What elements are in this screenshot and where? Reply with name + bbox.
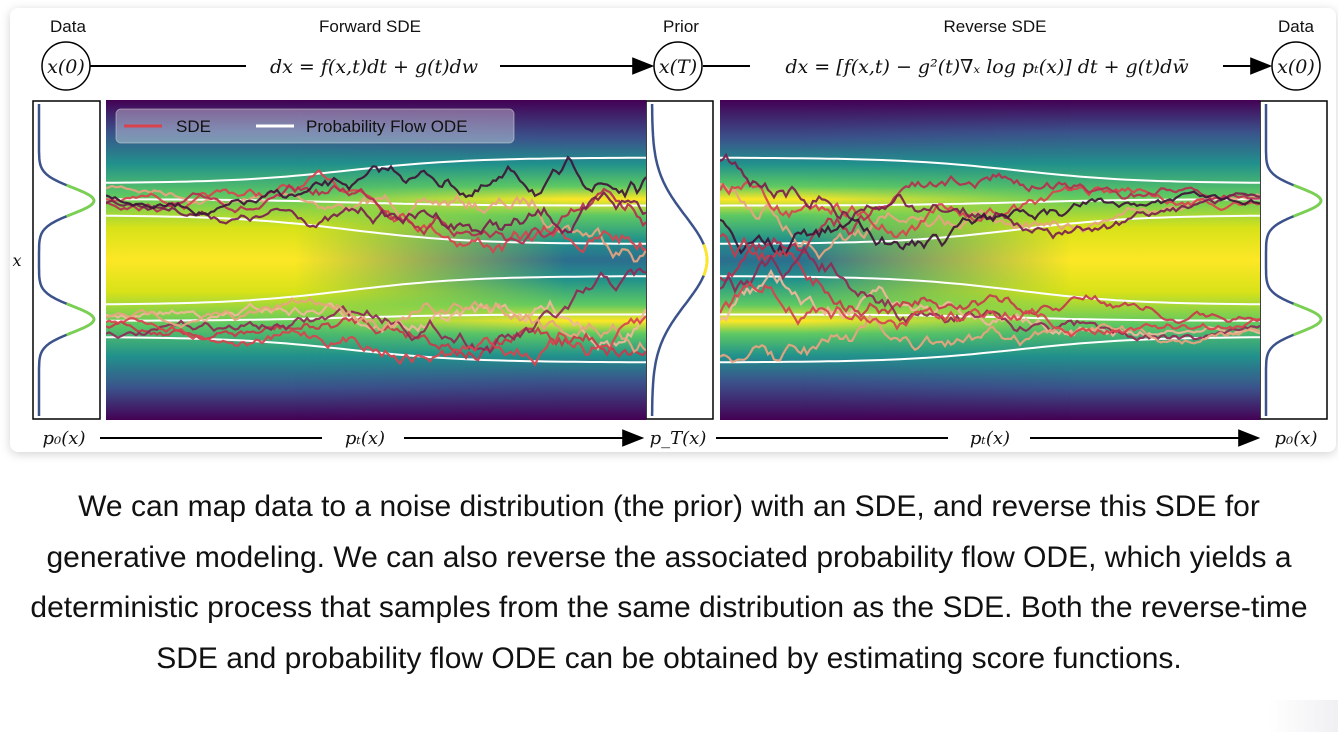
node-xT: x(T) (653, 41, 703, 91)
legend: SDE Probability Flow ODE (115, 108, 515, 144)
node-x0-right-label: x(0) (1277, 56, 1315, 78)
sde-path (106, 155, 646, 217)
density-peak (65, 302, 96, 337)
node-xT-label: x(T) (659, 56, 697, 78)
legend-sde-label: SDE (176, 117, 211, 136)
density-panel-prior (645, 100, 714, 420)
ode-path (106, 275, 646, 306)
density-peak (1292, 183, 1323, 218)
label-p0-left: p₀(x) (43, 428, 86, 449)
ode-path (106, 336, 646, 364)
data-right-title: Data (1278, 17, 1314, 36)
node-x0-left-label: x(0) (47, 56, 85, 78)
sde-path (720, 183, 1260, 261)
density-panel-right (1259, 100, 1328, 420)
sde-path (720, 190, 1260, 256)
sde-path (720, 281, 1260, 338)
density-peak (1292, 302, 1323, 337)
label-pt-reverse: pₜ(x) (970, 428, 1010, 449)
label-pt-forward: pₜ(x) (345, 428, 385, 449)
node-x0-left: x(0) (41, 41, 91, 91)
reverse-heatmap (720, 100, 1260, 420)
reverse-equation: dx = [f(x,t) − g²(t)∇ₓ log pₜ(x)] dt + g… (785, 56, 1188, 78)
sde-path (106, 296, 646, 354)
scroll-fade (1268, 700, 1338, 732)
sde-path (720, 232, 1260, 325)
sde-path (106, 315, 646, 367)
sde-path (720, 180, 1260, 239)
ode-path (720, 214, 1260, 245)
sde-path (720, 268, 1260, 338)
reverse-sde-paths (720, 152, 1260, 364)
sde-path (106, 183, 646, 245)
density-curve-right (1264, 104, 1323, 416)
density-curve-left (37, 104, 96, 416)
node-x0-right: x(0) (1271, 41, 1321, 91)
density-panel-left (32, 100, 101, 420)
sde-diagram: Data Forward SDE Prior Reverse SDE Data … (12, 17, 1328, 449)
forward-sde-paths (106, 155, 646, 367)
sde-path (720, 152, 1260, 240)
y-axis-label: x (12, 251, 21, 270)
forward-heatmap (106, 100, 646, 420)
reverse-sde-title: Reverse SDE (944, 17, 1047, 36)
prior-title: Prior (663, 17, 699, 36)
sde-path (720, 245, 1260, 342)
ode-path (720, 156, 1260, 184)
forward-equation: dx = f(x,t)dt + g(t)dw (270, 56, 478, 78)
density-peak (65, 183, 96, 218)
density-peak (702, 243, 709, 277)
caption: We can map data to a noise distribution … (30, 490, 1308, 675)
ode-path (106, 214, 646, 245)
sde-path (106, 267, 646, 355)
data-left-title: Data (50, 17, 86, 36)
figure: Data Forward SDE Prior Reverse SDE Data … (10, 8, 1336, 452)
label-p0-right: p₀(x) (1275, 428, 1318, 449)
sde-path (720, 172, 1260, 283)
legend-ode-label: Probability Flow ODE (306, 117, 468, 136)
forward-sde-title: Forward SDE (319, 17, 421, 36)
label-pT: p_T(x) (650, 428, 707, 449)
sde-path (720, 314, 1260, 364)
